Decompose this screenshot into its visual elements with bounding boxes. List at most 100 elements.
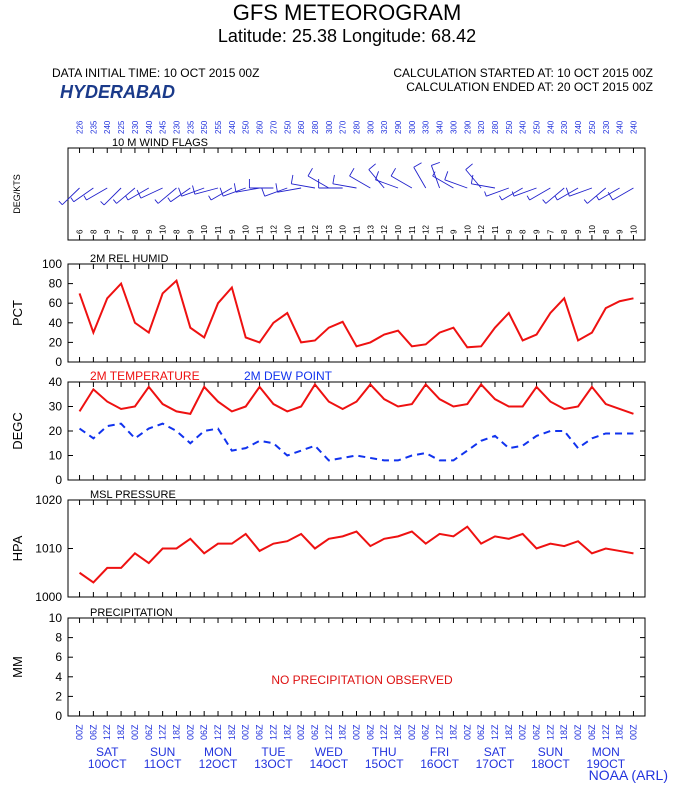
wind-speed-label: 10 [339,225,348,234]
x-tick-label: 18Z [227,724,237,740]
panel-frame [67,617,646,717]
wind-speed-label: 8 [131,229,140,234]
x-tick-label: 06Z [255,724,265,740]
wind-direction-label: 300 [366,120,375,134]
wind-direction-label: 250 [200,120,209,134]
wind-speed-label: 10 [629,225,638,234]
legend-entry: 2M DEW POINT [244,369,333,383]
wind-direction-label: 230 [602,120,611,134]
y-tick-label: 6 [55,650,62,664]
wind-speed-label: 9 [103,229,112,234]
x-tick-label: 00Z [241,724,251,740]
x-tick-label: 12Z [601,724,611,740]
wind-speed-label: 10 [463,225,472,234]
x-tick-label: 00Z [462,724,472,740]
wind-speed-label: 7 [117,229,126,234]
wind-direction-label: 320 [380,120,389,134]
wind-barb [100,187,122,206]
x-tick-label: 12Z [435,724,445,740]
wind-direction-label: 320 [477,120,486,134]
y-axis-label: HPA [10,535,25,561]
y-axis-label: DEGC [10,412,25,450]
wind-direction-label: 240 [616,120,625,134]
y-tick-label: 20 [49,335,63,349]
wind-direction-label: 240 [629,120,638,134]
wind-direction-label: 240 [228,120,237,134]
wind-speed-label: 10 [283,225,292,234]
wind-barb [167,187,191,203]
wind-barb [83,187,108,201]
wind-direction-label: 250 [505,120,514,134]
wind-direction-label: 300 [449,120,458,134]
series-line [78,382,634,415]
wind-barb [318,179,343,189]
y-tick-label: 0 [55,473,62,487]
wind-barb [136,187,163,199]
wind-direction-label: 226 [76,120,85,134]
wind-barb [390,167,413,189]
y-axis-label: PCT [10,300,25,326]
date-label: 16OCT [420,757,459,771]
wind-direction-label: 270 [339,120,348,134]
x-tick-label: 00Z [75,724,85,740]
wind-speed-label: 12 [380,225,389,234]
wind-speed-label: 9 [449,229,458,234]
wind-barb [178,187,205,197]
wind-speed-label: 9 [228,229,237,234]
title: GFS METEOROGRAM [233,0,462,25]
wind-barb [332,174,357,189]
wind-barb [499,187,523,201]
wind-speed-label: 10 [242,225,251,234]
wind-direction-label: 230 [560,120,569,134]
panel-title: PRECIPITATION [90,607,173,619]
wind-direction-label: 255 [214,120,223,134]
wind-direction-label: 290 [463,120,472,134]
day-label: FRI [430,745,449,759]
date-label: 10OCT [88,757,127,771]
wind-barb [192,185,219,195]
wind-barb [432,171,454,189]
wind-speed-label: 9 [145,229,154,234]
wind-barb [208,187,233,201]
day-label: SAT [96,745,119,759]
wind-direction-label: 240 [574,120,583,134]
wind-direction-label: 260 [256,120,265,134]
x-tick-label: 06Z [144,724,154,740]
x-tick-label: 00Z [352,724,362,740]
wind-barb [290,174,316,189]
x-tick-label: 00Z [518,724,528,740]
y-tick-label: 80 [49,277,63,291]
wind-barb [112,187,136,204]
legend-entry: 2M TEMPERATURE [90,369,200,383]
day-label: SUN [150,745,175,759]
wind-direction-label: 240 [546,120,555,134]
wind-direction-label: 330 [422,120,431,134]
x-tick-label: 00Z [130,724,140,740]
wind-direction-label: 235 [89,120,98,134]
x-tick-label: 06Z [476,724,486,740]
y-tick-label: 60 [49,296,63,310]
y-axis-label: MM [10,656,25,678]
y-tick-label: 1000 [35,590,62,604]
wind-barb [261,187,288,197]
wind-barb [526,187,551,201]
wind-direction-label: 240 [103,120,112,134]
wind-barb [375,171,399,189]
y-axis-label: DEG/KTS [12,174,22,214]
wind-barb [368,163,385,189]
date-label: 12OCT [199,757,238,771]
wind-speed-label: 12 [311,225,320,234]
wind-barb [219,187,246,197]
wind-direction-label: 230 [172,120,181,134]
x-tick-label: 00Z [573,724,583,740]
wind-speed-label: 8 [560,229,569,234]
wind-speed-label: 12 [269,225,278,234]
x-tick-label: 12Z [545,724,555,740]
date-label: 11OCT [144,757,182,771]
x-tick-label: 00Z [185,724,195,740]
wind-barb [58,187,80,205]
wind-speed-label: 9 [574,229,583,234]
panel-title: MSL PRESSURE [90,489,176,501]
wind-speed-label: 11 [491,225,500,234]
y-tick-label: 40 [49,375,63,389]
